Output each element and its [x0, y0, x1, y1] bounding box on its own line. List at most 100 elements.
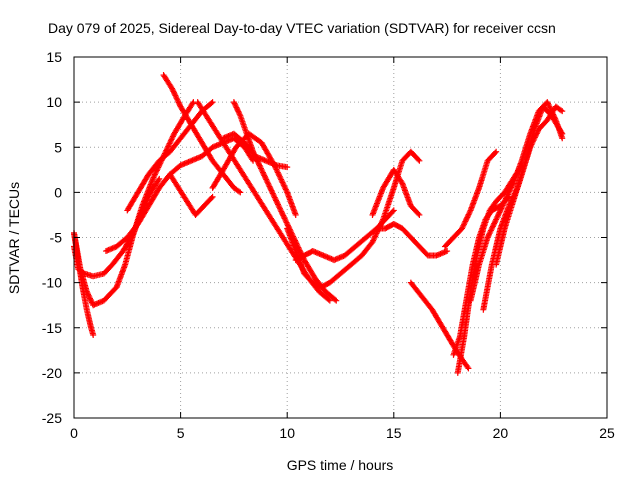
data-point — [465, 211, 472, 218]
data-point — [416, 157, 423, 164]
y-tick-label: -5 — [50, 230, 63, 246]
data-point — [531, 134, 538, 141]
data-point — [531, 135, 538, 142]
data-point — [463, 215, 470, 222]
data-point — [255, 161, 262, 168]
data-point — [509, 181, 516, 188]
data-point — [277, 207, 284, 214]
data-point — [493, 216, 500, 223]
data-point — [398, 178, 405, 185]
data-point — [173, 93, 180, 100]
data-point — [504, 191, 511, 198]
series-arc-11 — [209, 130, 299, 218]
data-point — [464, 214, 471, 221]
x-tick-label: 5 — [177, 425, 185, 441]
series-arc-14 — [373, 220, 451, 259]
y-tick-label: 0 — [54, 184, 62, 200]
data-point — [534, 128, 541, 135]
data-point — [276, 204, 283, 211]
data-point — [466, 210, 473, 217]
series-arc-20 — [467, 99, 566, 304]
data-point — [491, 220, 498, 227]
data-point — [264, 179, 271, 186]
data-point — [461, 219, 468, 226]
data-point — [281, 215, 288, 222]
data-point — [276, 205, 283, 212]
data-point — [488, 226, 495, 233]
data-point — [460, 221, 467, 228]
data-point — [490, 222, 497, 229]
data-point — [88, 298, 95, 305]
data-point — [280, 214, 287, 221]
data-point — [275, 201, 282, 208]
data-point — [236, 109, 243, 116]
data-point — [265, 180, 272, 187]
data-point — [493, 148, 500, 155]
data-point — [171, 89, 178, 96]
data-point — [173, 95, 180, 102]
data-point — [208, 195, 215, 202]
series-arc-22 — [493, 103, 566, 268]
data-point — [236, 188, 243, 195]
data-point — [486, 230, 493, 237]
data-point — [415, 210, 422, 217]
data-point — [502, 197, 509, 204]
data-point — [462, 217, 469, 224]
data-point — [280, 212, 287, 219]
data-point — [270, 191, 277, 198]
y-axis-label: SDTVAR / TECUs — [6, 182, 22, 294]
data-point — [259, 169, 266, 176]
data-point — [261, 173, 268, 180]
data-point — [156, 175, 163, 182]
data-point — [278, 208, 285, 215]
data-point — [499, 202, 506, 209]
data-point — [465, 365, 472, 372]
data-point — [389, 208, 396, 215]
data-point — [258, 166, 265, 173]
data-point — [257, 165, 264, 172]
data-point — [491, 219, 498, 226]
data-point — [503, 194, 510, 201]
data-point — [278, 209, 285, 216]
data-point — [501, 199, 508, 206]
data-point — [485, 231, 492, 238]
data-point — [497, 206, 504, 213]
data-point — [508, 184, 515, 191]
data-point — [484, 234, 491, 241]
data-point — [332, 296, 339, 303]
data-point — [267, 184, 274, 191]
data-point — [255, 159, 262, 166]
data-point — [235, 108, 242, 115]
data-point — [292, 211, 299, 218]
data-point — [260, 170, 267, 177]
data-point — [485, 233, 492, 240]
data-point — [326, 297, 333, 304]
y-tick-label: -20 — [42, 365, 62, 381]
data-point — [283, 219, 290, 226]
data-point — [558, 129, 565, 136]
data-point — [232, 103, 239, 110]
data-point — [175, 99, 182, 106]
data-point — [261, 172, 268, 179]
data-point — [416, 211, 423, 218]
series-arc-12 — [284, 148, 423, 291]
data-point — [86, 295, 93, 302]
data-point — [249, 156, 256, 163]
data-point — [530, 137, 537, 144]
data-point — [415, 156, 422, 163]
data-point — [532, 133, 539, 140]
data-point — [506, 187, 513, 194]
data-point — [506, 188, 513, 195]
data-point — [189, 100, 196, 107]
data-point — [231, 100, 238, 107]
data-point — [501, 198, 508, 205]
data-point — [294, 243, 301, 250]
data-point — [492, 217, 499, 224]
series-arc-9 — [230, 99, 340, 304]
data-point — [274, 200, 281, 207]
data-point — [497, 208, 504, 215]
data-point — [527, 144, 534, 151]
data-point — [266, 183, 273, 190]
data-point — [282, 218, 289, 225]
series-arc-7 — [166, 171, 216, 218]
